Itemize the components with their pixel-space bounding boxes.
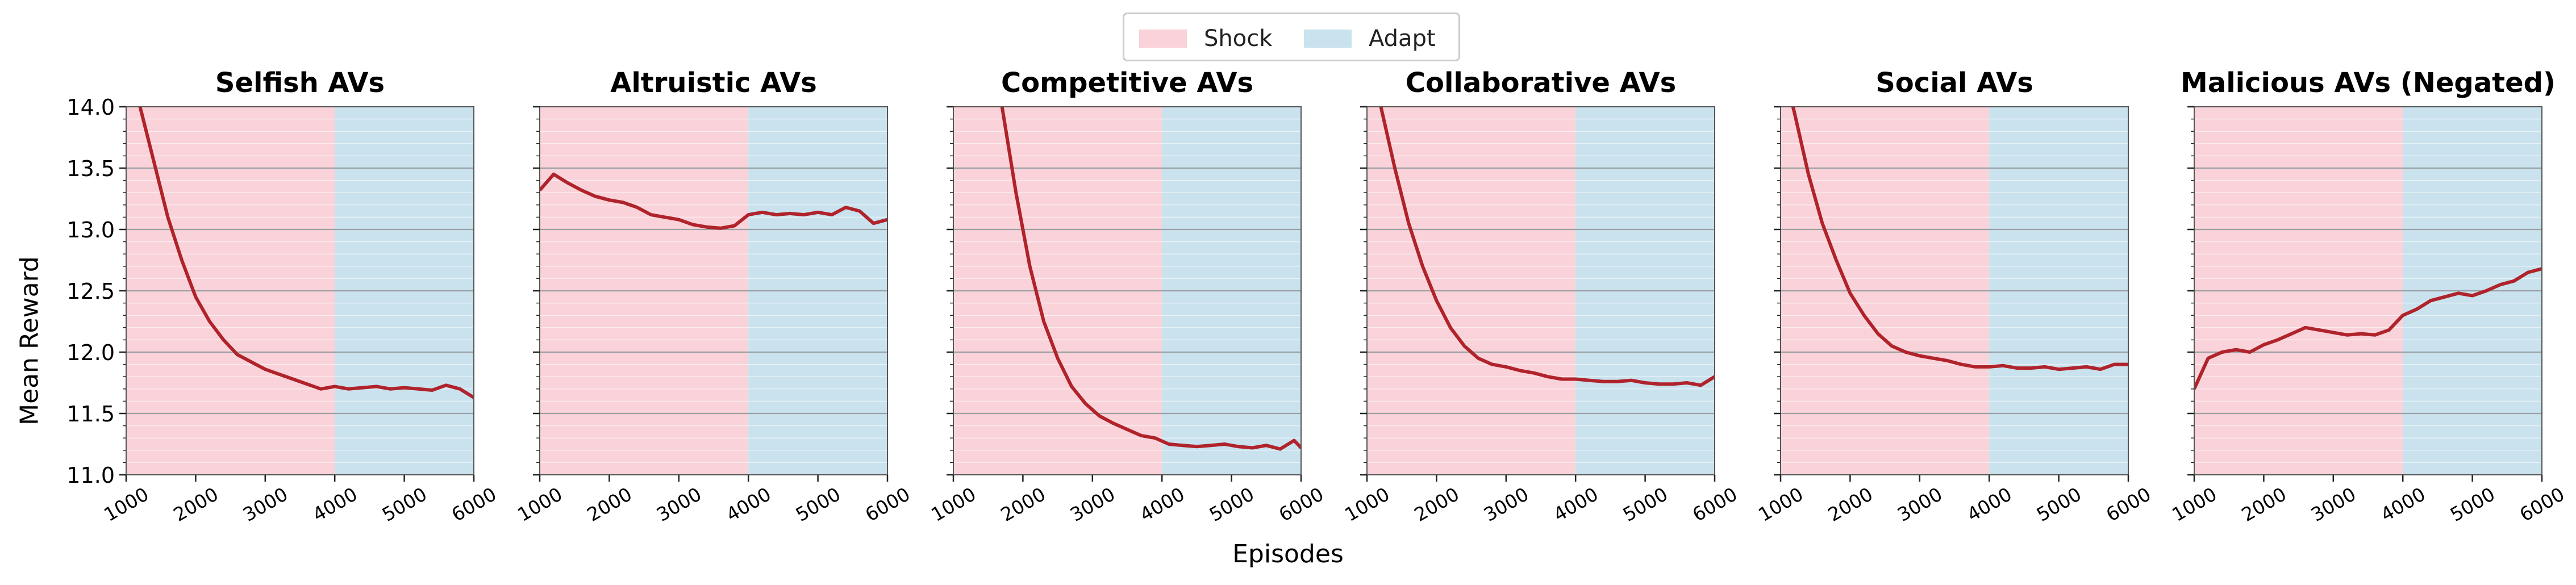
subplot-4: 1000 2000 3000 4000 5000 6000 Collaborative AV… [1341, 67, 1741, 526]
x-tick-label: 1000 [927, 483, 979, 526]
series-line [1379, 107, 1715, 387]
x-tick-label: 5000 [1619, 483, 1672, 526]
legend-item-shock: Shock [1139, 26, 1273, 52]
x-tick-label: 2000 [1411, 483, 1463, 526]
legend-label-adapt: Adapt [1369, 26, 1436, 52]
x-tick-label: 4000 [2377, 483, 2429, 526]
x-tick-label: 6000 [861, 483, 914, 526]
x-tick-label: 2000 [1824, 483, 1877, 526]
legend-item-adapt: Adapt [1304, 26, 1436, 52]
legend-swatch-shock [1139, 30, 1187, 48]
x-tick-label: 6000 [1275, 483, 1327, 526]
x-tick-label: 2000 [583, 483, 636, 526]
x-tick-label: 5000 [2033, 483, 2085, 526]
series-line [138, 107, 474, 399]
x-tick-label: 6000 [2102, 483, 2154, 526]
x-tick-label: 3000 [1894, 483, 1946, 526]
subplot-title: Social AVs [1875, 67, 2033, 99]
x-tick-label: 1000 [1341, 483, 1393, 526]
x-tick-label: 2000 [997, 483, 1049, 526]
y-tick-label: 14.0 [66, 95, 115, 120]
x-tick-label: 1000 [1754, 483, 1807, 526]
x-tick-label: 4000 [309, 483, 361, 526]
x-tick-label: 4000 [1549, 483, 1602, 526]
x-tick-label: 4000 [1136, 483, 1188, 526]
x-tick-label: 5000 [2446, 483, 2499, 526]
subplot-title: Malicious AVs (Negated) [2181, 67, 2556, 99]
x-axis-label: Episodes [1232, 540, 1344, 569]
x-tick-label: 1000 [100, 483, 152, 526]
subplot-6: 1000 2000 3000 4000 5000 6000 Malicious AVs (N… [2168, 67, 2568, 526]
subplot-title: Selfish AVs [215, 67, 385, 99]
x-tick-label: 6000 [1689, 483, 1741, 526]
y-tick-label: 12.0 [66, 340, 115, 365]
subplot-2: 1000 2000 3000 4000 5000 6000 Altruistic AVs [514, 67, 914, 526]
series-line [1791, 107, 2128, 371]
legend-swatch-adapt [1304, 30, 1352, 48]
subplot-title: Competitive AVs [1001, 67, 1253, 99]
y-tick-label: 11.0 [66, 463, 115, 488]
y-tick-label: 11.5 [66, 402, 115, 427]
series-line [2194, 267, 2542, 390]
x-tick-label: 6000 [448, 483, 500, 526]
legend: Shock Adapt [1123, 12, 1460, 61]
x-tick-label: 2000 [170, 483, 222, 526]
subplot-title: Collaborative AVs [1406, 67, 1676, 99]
x-tick-label: 5000 [378, 483, 431, 526]
x-tick-label: 6000 [2516, 483, 2568, 526]
x-tick-label: 1000 [514, 483, 566, 526]
y-tick-label: 13.5 [66, 156, 115, 181]
x-tick-label: 3000 [2307, 483, 2360, 526]
subplot-1: 11.0 11.5 12.0 12.5 13.0 13.5 14.0 1000 2000 3000… [66, 67, 500, 526]
x-tick-label: 2000 [2238, 483, 2290, 526]
subplot-5: 1000 2000 3000 4000 5000 6000 Social AVs [1754, 67, 2154, 526]
legend-label-shock: Shock [1204, 26, 1273, 52]
x-tick-label: 3000 [239, 483, 291, 526]
series-line [1000, 107, 1301, 451]
x-tick-label: 3000 [653, 483, 705, 526]
x-tick-label: 5000 [1206, 483, 1258, 526]
x-tick-label: 4000 [722, 483, 774, 526]
x-tick-label: 4000 [1963, 483, 2015, 526]
y-tick-label: 12.5 [66, 279, 115, 304]
x-tick-label: 5000 [792, 483, 844, 526]
y-tick-label: 13.0 [66, 218, 115, 243]
series-line [540, 172, 887, 230]
x-tick-label: 1000 [2168, 483, 2220, 526]
subplot-3: 1000 2000 3000 4000 5000 6000 Competitive AVs [927, 67, 1327, 526]
x-tick-label: 3000 [1480, 483, 1532, 526]
y-axis-label: Mean Reward [15, 256, 44, 425]
x-tick-label: 3000 [1066, 483, 1119, 526]
subplot-title: Altruistic AVs [610, 67, 817, 99]
